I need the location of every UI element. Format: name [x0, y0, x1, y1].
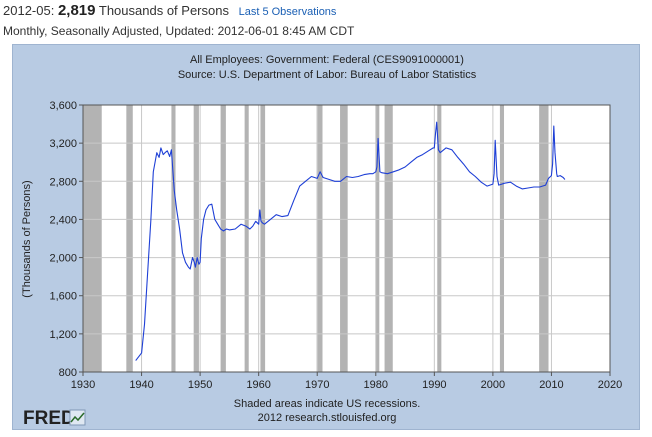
x-axis: 1930 1940 1950 1960 1970 1980 1990 2000 2010 2020 [71, 372, 622, 391]
y-tick-label-5: 2,800 [49, 176, 77, 188]
series-group [135, 121, 566, 361]
series-subtitle: Monthly, Seasonally Adjusted, Updated: 2… [3, 24, 355, 38]
fred-logo-text: FRED [23, 408, 75, 428]
plot-border [82, 104, 611, 373]
x-tick-label-4: 1970 [305, 379, 329, 391]
x-tick-label-8: 2010 [539, 379, 563, 391]
x-tick-label-6: 1990 [422, 379, 446, 391]
recession-band-3 [193, 105, 199, 372]
y-tick-label-1: 1,200 [49, 329, 77, 341]
recession-band-2 [171, 105, 176, 372]
latest-observation: 2012-05: 2,819 Thousands of Persons Last… [3, 2, 649, 20]
recession-band-4 [220, 105, 226, 372]
x-tick-label-7: 2000 [481, 379, 505, 391]
recession-band-10 [384, 105, 393, 372]
chart-source: Source: U.S. Department of Labor: Bureau… [178, 69, 477, 81]
source-url: 2012 research.stlouisfed.org [258, 412, 397, 424]
x-tick-label-5: 1980 [364, 379, 388, 391]
latest-date: 2012-05: [3, 3, 55, 18]
fred-logo[interactable]: FRED [23, 404, 87, 428]
recession-band-1 [126, 105, 133, 372]
recession-band-7 [316, 105, 323, 372]
recession-band-13 [539, 105, 549, 372]
y-tick-label-2: 1,600 [49, 291, 77, 303]
logo-line-icon [70, 412, 85, 423]
recession-band-11 [437, 105, 442, 372]
y-tick-label-3: 2,000 [49, 253, 77, 265]
series-line-0 [135, 121, 566, 361]
x-tick-label-2: 1950 [188, 379, 212, 391]
chart-panel: All Employees: Government: Federal (CES9… [12, 44, 640, 430]
recession-band-9 [375, 105, 380, 372]
recession-band-5 [244, 105, 249, 372]
recession-band-8 [340, 105, 348, 372]
y-axis-label: (Thousands of Persons) [21, 180, 33, 297]
y-tick-label-6: 3,200 [49, 138, 77, 150]
recession-band-12 [499, 105, 505, 372]
recession-band-6 [260, 105, 266, 372]
line-chart: All Employees: Government: Federal (CES9… [21, 54, 622, 424]
chart-title: All Employees: Government: Federal (CES9… [190, 54, 464, 66]
units-label: Thousands of Persons [98, 3, 229, 18]
logo-chart-icon [69, 409, 86, 426]
recession-band-0 [83, 105, 102, 372]
y-tick-label-4: 2,400 [49, 214, 77, 226]
y-tick-label-0: 800 [59, 367, 77, 379]
recession-note: Shaded areas indicate US recessions. [234, 398, 421, 410]
header: 2012-05: 2,819 Thousands of Persons Last… [3, 2, 649, 40]
recession-shading [83, 105, 549, 372]
last-observations-link[interactable]: Last 5 Observations [238, 6, 337, 18]
x-tick-label-9: 2020 [598, 379, 622, 391]
x-tick-label-0: 1930 [71, 379, 95, 391]
y-tick-label-7: 3,600 [49, 100, 77, 112]
y-axis: 800 1,200 1,600 2,000 2,400 2,800 3,200 3,600 [49, 100, 83, 379]
x-tick-label-3: 1960 [246, 379, 270, 391]
latest-value: 2,819 [57, 2, 96, 19]
x-tick-label-1: 1940 [129, 379, 153, 391]
